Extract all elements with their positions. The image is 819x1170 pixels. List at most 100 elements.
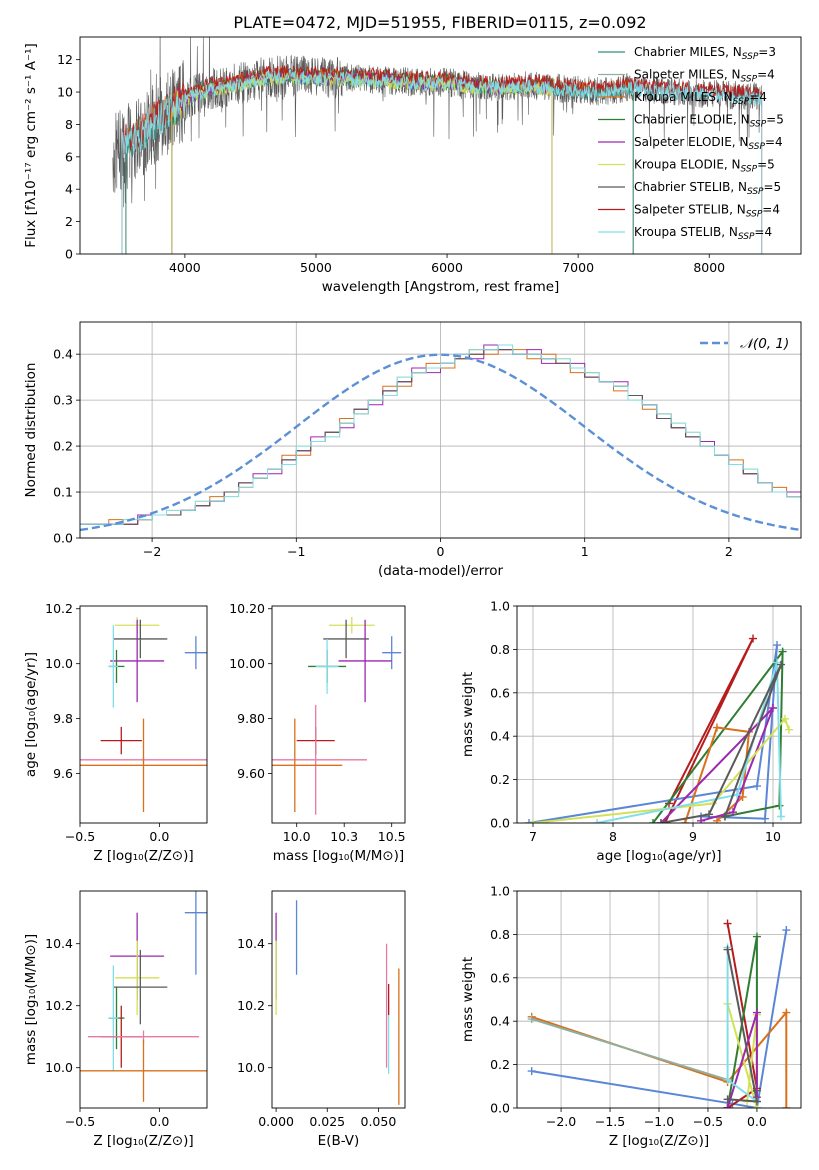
- y-axis-label: Flux [fλ10⁻¹⁷ erg cm⁻² s⁻¹ A⁻¹]: [23, 43, 39, 248]
- weight-marker: [657, 819, 665, 823]
- legend-entry: Salpeter ELODIE, NSSP=4: [634, 135, 783, 152]
- plots-layer: 4000 5000 6000 7000 8000024681012wavelength …: [23, 36, 802, 1149]
- weight-marker: [649, 819, 657, 823]
- y-axis-label: mass weight: [460, 957, 476, 1042]
- x-axis-label: Z [log₁₀(Z/Z⊙)]: [93, 848, 193, 864]
- weight-marker: [749, 634, 757, 643]
- y-tick-label: 10.2: [45, 601, 73, 616]
- weight-series-line: [531, 1018, 728, 1081]
- weight-marker: [697, 816, 705, 823]
- weight-series-line: [660, 707, 774, 823]
- weight-marker: [525, 819, 533, 823]
- weight-marker: [775, 801, 784, 810]
- x-tick-label: 5000: [300, 260, 332, 275]
- weight-marker: [782, 1104, 791, 1108]
- y-tick-label: 0.0: [490, 1101, 510, 1116]
- axes-frame: [516, 890, 802, 1109]
- weight-marker: [782, 926, 791, 935]
- x-tick-label: 0.025: [309, 1114, 345, 1129]
- y-tick-label: 10: [57, 85, 73, 100]
- weight-marker: [593, 819, 601, 823]
- y-tick-label: 0.0: [490, 816, 510, 831]
- model-spectrum-line: [121, 69, 763, 254]
- x-tick-label: 10.5: [378, 829, 406, 844]
- y-axis-label: mass [log₁₀(M/M⊙)]: [23, 934, 39, 1065]
- y-tick-label: 0.4: [53, 347, 73, 362]
- x-tick-label: 0.0: [149, 829, 169, 844]
- legend-entry: Salpeter MILES, NSSP=4: [634, 68, 775, 85]
- y-tick-label: 10.0: [237, 1060, 265, 1075]
- weight-marker: [761, 814, 769, 823]
- weight-panel: −2.0 −1.5 −1.0 −0.5 0.0 0.0 0.2 0.4 0.6 0.8 1.0 Z […: [460, 884, 802, 1149]
- weight-marker: [753, 782, 761, 791]
- y-tick-label: 0.4: [490, 1014, 510, 1029]
- legend-entry: 𝒩(0, 1): [740, 336, 789, 352]
- histogram-panel: −2 −1 0 1 2 0.0 0.1 0.2 0.3 0.4 (data-model)/error…: [23, 321, 802, 579]
- legend-entry: Chabrier ELODIE, NSSP=5: [634, 113, 784, 130]
- x-tick-label: 8: [609, 829, 617, 844]
- weight-marker: [723, 1104, 732, 1108]
- errorbar-body: [80, 616, 207, 813]
- y-tick-label: 1.0: [490, 884, 510, 899]
- x-axis-label: wavelength [Angstrom, rest frame]: [322, 279, 560, 295]
- weight-marker: [782, 1008, 791, 1017]
- y-tick-label: 0.2: [490, 1057, 510, 1072]
- y-tick-label: 0.0: [53, 531, 73, 546]
- weight-series-line: [660, 664, 782, 823]
- errorbar-body: [80, 891, 207, 1102]
- axes-frame: [79, 321, 802, 539]
- weight-series-line: [531, 929, 788, 1108]
- weight-marker: [777, 660, 785, 669]
- y-tick-label: 4: [65, 182, 73, 197]
- y-tick-label: 2: [65, 214, 73, 229]
- spectrum-panel: 4000 5000 6000 7000 8000 0 2 4 6 8 10 12 wavelength …: [23, 36, 802, 295]
- y-tick-label: 12: [57, 52, 73, 67]
- spectrum-lines: [112, 37, 763, 254]
- weight-marker: [681, 819, 689, 823]
- y-tick-label: 0.8: [490, 927, 510, 942]
- weight-marker: [661, 819, 669, 823]
- weight-marker: [713, 723, 721, 732]
- x-tick-label: 2: [725, 544, 733, 559]
- errorbar-panel: 0.000 0.025 0.050 10.0 10.2 10.4 E(B-V): [237, 890, 406, 1149]
- errorbar-body: [272, 616, 402, 815]
- x-tick-label: 10.0: [283, 829, 311, 844]
- weight-marker: [705, 810, 713, 819]
- weight-marker: [752, 932, 761, 941]
- legend-entry: Chabrier MILES, NSSP=3: [634, 45, 776, 62]
- x-tick-label: 0.0: [747, 1114, 767, 1129]
- weight-marker: [785, 725, 793, 734]
- gaussian-curve: [80, 353, 801, 532]
- x-tick-label: −0.5: [693, 1114, 723, 1129]
- weight-marker: [527, 1067, 536, 1076]
- y-tick-label: 0.3: [53, 393, 73, 408]
- x-axis-label: E(B-V): [318, 1133, 360, 1149]
- y-tick-label: 8: [65, 117, 73, 132]
- x-tick-label: 0.0: [149, 1114, 169, 1129]
- y-tick-label: 0.6: [490, 685, 510, 700]
- weight-marker: [527, 1015, 536, 1024]
- weight-marker: [721, 812, 729, 821]
- y-tick-label: 0.4: [490, 729, 510, 744]
- y-tick-label: 0.8: [490, 642, 510, 657]
- y-axis-label: mass weight: [460, 672, 476, 757]
- weight-marker: [738, 792, 747, 801]
- weight-marker: [723, 1095, 732, 1104]
- y-tick-label: 10.0: [45, 1060, 73, 1075]
- x-tick-label: −2: [143, 544, 161, 559]
- weight-marker: [729, 808, 737, 817]
- weight-marker: [723, 1075, 732, 1084]
- weight-marker: [777, 812, 785, 821]
- x-axis-label: mass [log₁₀(M/M⊙)]: [273, 848, 404, 864]
- weight-marker: [752, 1008, 761, 1017]
- errorbar-panel: −0.5 0.0 9.6 9.8 10.0 10.2 Z [log₁₀(Z/Z⊙)] age …: [23, 601, 208, 864]
- weight-series-line: [596, 662, 782, 823]
- x-tick-label: −1.5: [595, 1114, 625, 1129]
- weight-marker: [769, 703, 777, 712]
- y-tick-label: 9.6: [53, 766, 73, 781]
- y-tick-label: 9.80: [237, 711, 265, 726]
- x-axis-label: age [log₁₀(age/yr)]: [596, 848, 721, 864]
- axes-frame: [79, 605, 208, 824]
- axes-frame: [79, 890, 208, 1109]
